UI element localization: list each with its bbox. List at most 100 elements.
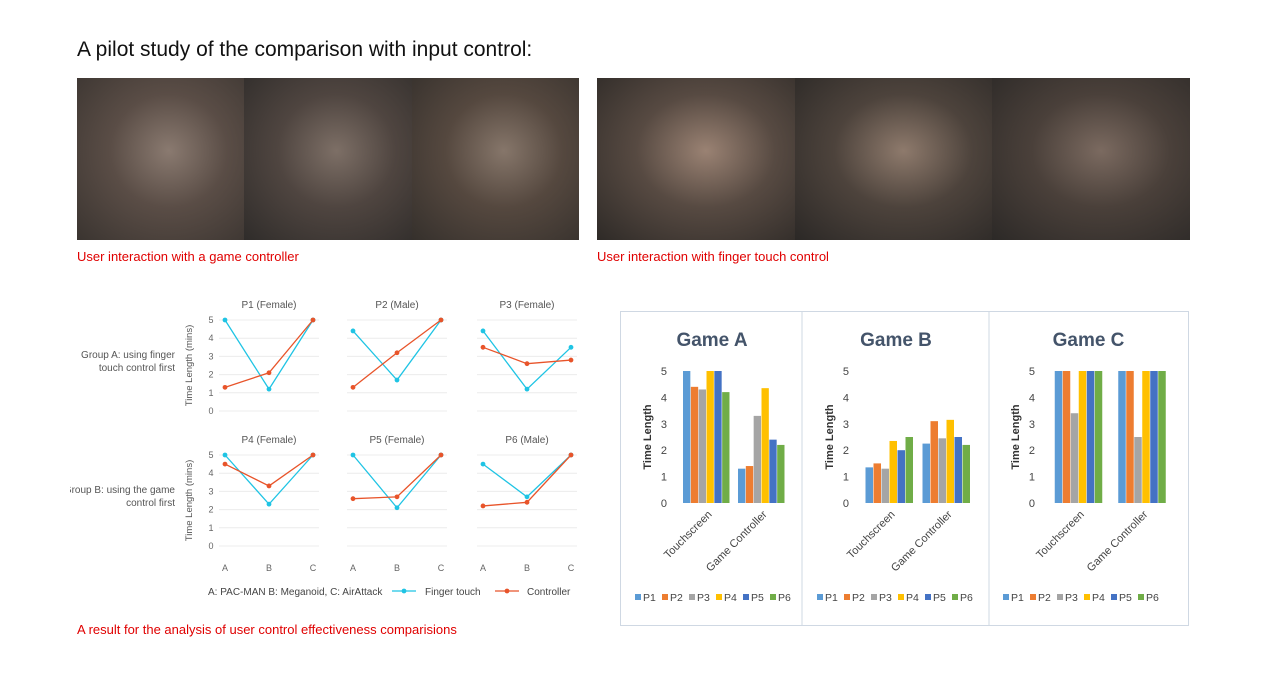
legend-swatch-p3 — [689, 594, 695, 600]
bar-p3-game-controller — [938, 438, 946, 503]
legend-label-p6: P6 — [1146, 592, 1159, 604]
bar-p6-game-controller — [962, 444, 970, 503]
y-tick-label: 4 — [208, 333, 213, 343]
bar-y-axis-label-1: Time Length — [642, 404, 654, 469]
bar-p1-game-controller — [1118, 371, 1126, 503]
bar-p1-game-controller — [738, 468, 746, 503]
y-tick-label: 3 — [208, 486, 213, 496]
y-tick-label: 1 — [208, 523, 213, 533]
panel-title-4: P4 (Female) — [241, 435, 296, 446]
finger-line-5 — [352, 454, 442, 509]
controller-point — [394, 350, 400, 356]
controller-photo-2 — [244, 78, 412, 240]
legend-swatch-p1 — [635, 594, 641, 600]
x-tick-label: A — [350, 563, 356, 573]
controller-point — [310, 452, 316, 458]
bar-p3-touchscreen — [881, 468, 889, 503]
legend-label-p2: P2 — [852, 592, 865, 604]
bar-p1-touchscreen — [1054, 371, 1063, 503]
legend-controller-label: Controller — [527, 587, 571, 598]
legend-swatch-p4 — [898, 594, 904, 600]
controller-point — [310, 317, 316, 323]
bar-category-label: Touchscreen — [1034, 509, 1087, 562]
bar-p6-touchscreen — [1094, 371, 1103, 503]
panel-title-6: P6 (Male) — [505, 435, 548, 446]
bar-chart-title-3: Game C — [1053, 330, 1125, 351]
controller-point — [568, 357, 574, 363]
finger-point — [222, 317, 228, 323]
bar-category-label: Game Controller — [704, 508, 770, 574]
bar-y-tick-label: 2 — [661, 445, 667, 457]
bar-p2-touchscreen — [1062, 371, 1071, 503]
controller-photo-3 — [411, 78, 579, 240]
x-tick-label: C — [438, 563, 445, 573]
legend-label-p1: P1 — [643, 592, 656, 604]
bar-p3-touchscreen — [698, 389, 706, 503]
bar-p5-game-controller — [1150, 371, 1158, 503]
legend-swatch-p5 — [743, 594, 749, 600]
finger-point — [394, 377, 400, 383]
bar-y-tick-label: 4 — [661, 392, 667, 404]
y-tick-label: 0 — [208, 541, 213, 551]
legend-label-p1: P1 — [825, 592, 838, 604]
finger-point — [524, 494, 530, 500]
bar-p6-game-controller — [777, 444, 785, 503]
legend-finger-label: Finger touch — [425, 587, 481, 598]
bar-y-tick-label: 4 — [1029, 392, 1035, 404]
legend-label-p3: P3 — [1065, 592, 1078, 604]
bar-y-tick-label: 1 — [843, 472, 849, 484]
legend-label-p2: P2 — [670, 592, 683, 604]
result-caption: A result for the analysis of user contro… — [77, 622, 457, 637]
finger-point — [568, 344, 574, 350]
finger-point — [480, 328, 486, 334]
bar-p2-game-controller — [930, 421, 938, 503]
legend-swatch-p2 — [844, 594, 850, 600]
finger-line-4 — [224, 454, 314, 506]
touch-photo-2 — [794, 78, 993, 240]
finger-point — [222, 452, 228, 458]
controller-line-1 — [224, 319, 314, 388]
bar-p5-touchscreen — [1086, 371, 1095, 503]
legend-label-p6: P6 — [960, 592, 973, 604]
finger-point — [524, 386, 530, 392]
touch-photo-1 — [597, 78, 795, 240]
controller-point — [350, 384, 356, 390]
controller-point — [524, 499, 530, 505]
legend-swatch-p1 — [817, 594, 823, 600]
x-tick-label: B — [524, 563, 530, 573]
bar-p2-touchscreen — [873, 463, 881, 503]
bar-y-tick-label: 0 — [1029, 498, 1035, 510]
x-tick-label: A — [480, 563, 486, 573]
x-tick-label: C — [568, 563, 575, 573]
bar-y-tick-label: 3 — [843, 419, 849, 431]
bar-p3-game-controller — [1134, 437, 1142, 503]
y-tick-label: 4 — [208, 468, 213, 478]
legend-swatch-p6 — [1138, 594, 1144, 600]
legend-swatch-p3 — [1057, 594, 1063, 600]
bar-y-tick-label: 2 — [843, 445, 849, 457]
y-tick-label: 0 — [208, 406, 213, 416]
legend-label-p1: P1 — [1011, 592, 1024, 604]
finger-point — [266, 501, 272, 507]
controller-point — [438, 452, 444, 458]
group-b-label: Group B: using the game control first — [70, 485, 175, 509]
legend-label-p2: P2 — [1038, 592, 1051, 604]
finger-point — [266, 386, 272, 392]
legend-swatch-p2 — [1030, 594, 1036, 600]
bar-category-label: Game Controller — [889, 508, 955, 574]
bar-y-tick-label: 5 — [843, 366, 849, 378]
legend-label-p4: P4 — [906, 592, 919, 604]
legend-label-p6: P6 — [778, 592, 791, 604]
x-tick-label: B — [266, 563, 272, 573]
legend-label-p3: P3 — [879, 592, 892, 604]
bar-p2-game-controller — [745, 466, 754, 503]
bar-p2-game-controller — [1126, 371, 1134, 503]
legend-swatch-p1 — [1003, 594, 1009, 600]
y-tick-label: 2 — [208, 505, 213, 515]
bar-y-tick-label: 3 — [1029, 419, 1035, 431]
bar-p4-touchscreen — [706, 371, 714, 503]
y-axis-label-2: Time Length (mins) — [184, 460, 195, 541]
bar-p5-game-controller — [769, 439, 777, 503]
bar-y-tick-label: 4 — [843, 392, 849, 404]
bar-y-tick-label: 3 — [661, 419, 667, 431]
